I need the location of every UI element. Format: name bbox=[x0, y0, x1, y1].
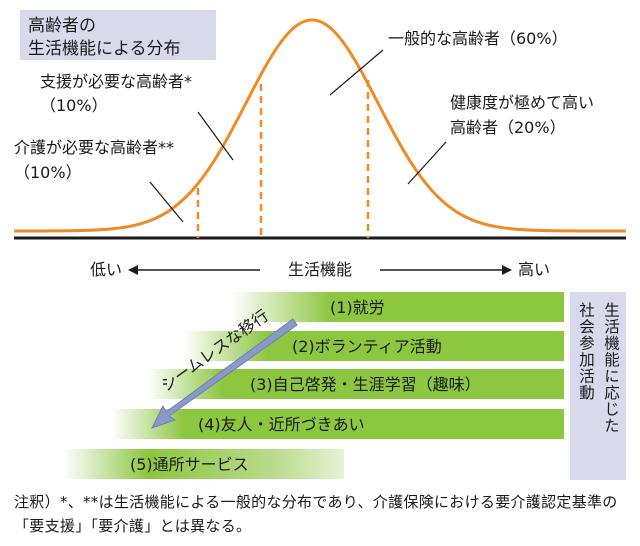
title-line-1: 高齢者の bbox=[28, 16, 96, 36]
distribution-curve bbox=[14, 18, 626, 233]
activity-bar-5-label: (5)通所サービス bbox=[130, 455, 249, 474]
side-label-box bbox=[570, 292, 626, 480]
activity-bar-3-label: (3)自己啓発・生涯学習（趣味） bbox=[250, 375, 481, 394]
general-pointer bbox=[329, 49, 384, 96]
care-label-line-2: （10%） bbox=[14, 163, 82, 182]
footnote: 注釈）*、**は生活機能による一般的な分布であり、介護保険における要介護認定基準… bbox=[14, 493, 618, 535]
title-line-2: 生活機能による分布 bbox=[28, 39, 181, 59]
activity-bar-2-label: (2)ボランティア活動 bbox=[292, 337, 442, 356]
care-label-line-1: 介護が必要な高齢者** bbox=[14, 138, 174, 157]
support-label-line-1: 支援が必要な高齢者* bbox=[40, 72, 192, 91]
activity-bar-1-label: (1)就労 bbox=[330, 298, 385, 317]
activity-bar-4 bbox=[112, 409, 564, 439]
axis-low-label: 低い bbox=[90, 260, 122, 279]
title-box bbox=[20, 10, 216, 60]
activity-bar-4-label: (4)友人・近所づきあい bbox=[198, 415, 365, 434]
support-pointer bbox=[197, 111, 234, 161]
care-pointer bbox=[149, 181, 184, 223]
side-label-column-2: 社会参加活動 bbox=[577, 302, 595, 402]
side-label-column-1: 生活機能に応じた bbox=[602, 302, 620, 434]
activity-bar-1 bbox=[232, 292, 564, 322]
activity-bar-5 bbox=[64, 449, 344, 479]
healthy-label-line-2: 高齢者（20%） bbox=[450, 118, 566, 137]
support-label-line-2: （10%） bbox=[40, 96, 108, 115]
transition-arrow-icon bbox=[151, 318, 298, 429]
healthy-pointer bbox=[407, 141, 447, 185]
axis-label: 生活機能 bbox=[288, 260, 352, 279]
general-label: 一般的な高齢者（60%） bbox=[388, 29, 568, 48]
healthy-label-line-1: 健康度が極めて高い bbox=[450, 93, 594, 112]
axis-high-label: 高い bbox=[518, 260, 550, 279]
